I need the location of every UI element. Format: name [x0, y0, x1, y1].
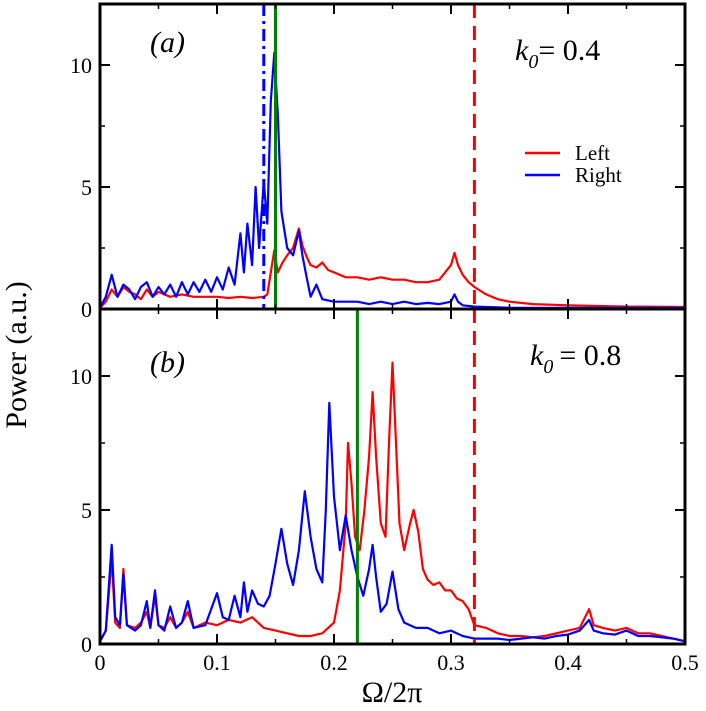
x-tick-label: 0.1	[203, 650, 231, 675]
panel-a-k-sub: 0	[528, 51, 538, 73]
panel-b-k-value: = 0.8	[559, 339, 621, 372]
panel-b-k-label: k0 = 0.8	[530, 339, 621, 378]
panel-b-ytick-label: 10	[70, 364, 92, 389]
panel-b-content	[99, 309, 686, 644]
panel-a-content	[99, 4, 686, 309]
x-tick-label: 0.4	[554, 650, 582, 675]
x-tick-labels: 0 0.1 0.2 0.3 0.4 0.5	[95, 650, 699, 675]
x-tick-label: 0	[95, 650, 106, 675]
panel-a-tag: (a)	[150, 26, 185, 59]
panel-b-series-left	[99, 361, 686, 643]
panel-a-series-left	[99, 227, 686, 309]
panel-b-ticks: 0 5 10	[70, 309, 686, 657]
legend-right-label: Right	[575, 163, 622, 187]
panel-b-ytick-label: 0	[81, 632, 92, 657]
panel-a-ytick-label: 0	[81, 297, 92, 322]
panel-a-k-main: k	[515, 34, 529, 67]
legend: Left Right	[525, 141, 622, 187]
panel-b-k-main: k	[530, 339, 544, 372]
panel-b-series-right	[99, 401, 686, 643]
y-axis-label: Power (a.u.)	[0, 281, 33, 428]
panel-b-ytick-label: 5	[81, 498, 92, 523]
x-tick-label: 0.5	[671, 650, 699, 675]
x-tick-label: 0.3	[437, 650, 465, 675]
legend-left-label: Left	[575, 141, 610, 165]
panel-a-k-value: = 0.4	[538, 34, 600, 67]
panel-a-series-right	[99, 51, 685, 309]
panel-a-ytick-label: 10	[70, 53, 92, 78]
panel-a-k-label: k0= 0.4	[515, 34, 600, 73]
panel-b-k-sub: 0	[543, 356, 553, 378]
panel-a-ytick-label: 5	[81, 175, 92, 200]
panel-b-tag: (b)	[150, 346, 185, 379]
panel-a-ticks: 0 5 10	[70, 4, 686, 322]
x-tick-label: 0.2	[320, 650, 348, 675]
x-axis-label: Ω/2π	[362, 676, 423, 709]
